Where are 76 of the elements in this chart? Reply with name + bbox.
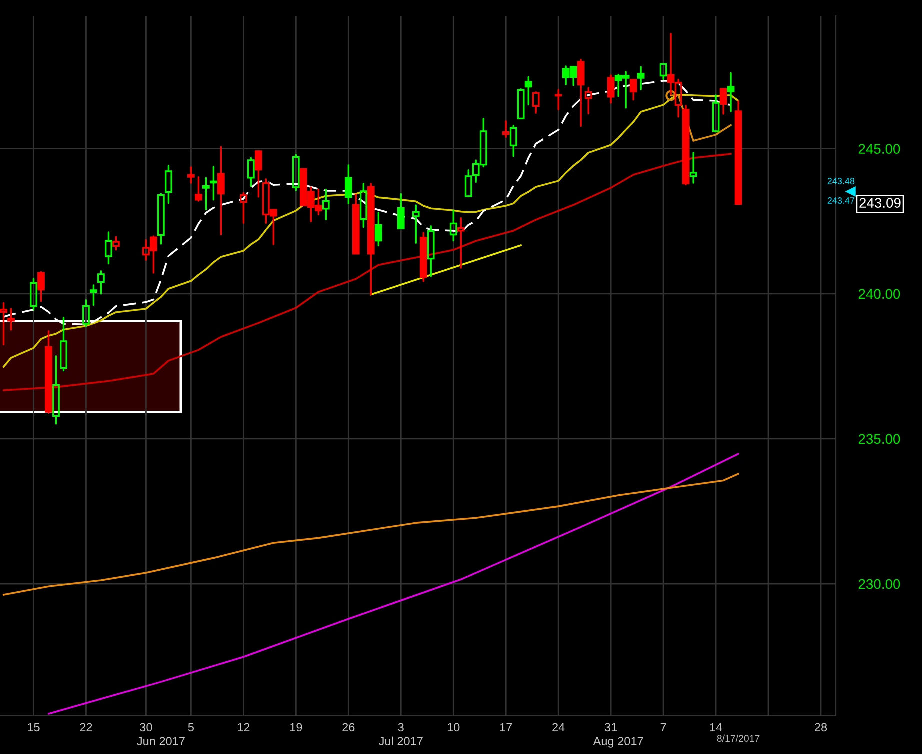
candlestick: [254, 150, 262, 198]
candlestick: [30, 278, 38, 311]
x-tick-label: 3: [398, 723, 404, 732]
candlestick: [218, 146, 225, 236]
candlestick: [457, 217, 465, 269]
candlestick: [584, 87, 592, 115]
x-tick-label: 15: [28, 723, 40, 732]
candlestick: [720, 88, 728, 115]
candlestick: [352, 194, 360, 255]
candlestick: [630, 79, 638, 101]
candlestick: [450, 210, 458, 242]
candlestick: [195, 176, 202, 202]
x-tick-label: 26: [342, 723, 355, 732]
candlestick: [52, 355, 60, 425]
candlestick: [165, 165, 172, 204]
x2-tick-label: Jul 2017: [379, 736, 423, 746]
candlestick: [607, 74, 615, 104]
candlestick: [38, 271, 45, 302]
candlestick: [367, 183, 375, 296]
x-tick-label: 31: [604, 723, 618, 732]
candlestick: [60, 317, 68, 372]
y-tick-label: 245.00: [858, 144, 900, 154]
line-series: [2, 473, 740, 596]
x-tick-label: 19: [290, 723, 302, 732]
candlestick: [240, 192, 248, 224]
x-tick-label: 5: [188, 723, 194, 732]
candlestick: [202, 177, 210, 211]
annotation: 243.48: [828, 178, 855, 184]
candlestick: [412, 204, 420, 244]
x-tick-label: 30: [140, 723, 152, 732]
candlestick: [660, 63, 668, 80]
candlestick: [734, 100, 742, 206]
y-tick-label: 235.00: [858, 434, 900, 444]
candlestick: [344, 164, 352, 205]
candlestick: [727, 72, 735, 112]
candlestick: [158, 193, 165, 245]
candlestick: [682, 105, 690, 186]
y-tick-label: 230.00: [858, 579, 900, 590]
x-tick-label: 28: [815, 723, 828, 732]
candlestick: [427, 225, 435, 278]
candlestick: [360, 183, 368, 228]
line-series: [48, 453, 740, 715]
annotation: 243.47: [828, 198, 855, 204]
text: 8/17/2017: [717, 734, 760, 742]
candlestick: [690, 152, 698, 184]
candlestick: [554, 89, 562, 111]
x-tick-label: 22: [80, 723, 92, 732]
candlestick: [322, 188, 330, 220]
candlestick: [712, 94, 720, 132]
candlestick: [374, 212, 382, 247]
line-series: [2, 153, 732, 392]
x2-tick-label: Jun 2017: [137, 737, 185, 746]
candlestick: [90, 284, 98, 306]
y-tick-label: 240.00: [858, 289, 900, 300]
candlestick: [8, 308, 15, 331]
x-tick-label: 14: [710, 723, 722, 732]
candlestick: [188, 166, 195, 184]
candlestick: [105, 232, 112, 265]
candlestick: [637, 66, 645, 91]
candlestick: [502, 120, 510, 138]
x-tick-label: 24: [552, 723, 565, 732]
x-tick-label: 10: [448, 723, 460, 732]
text: 243.09: [860, 198, 901, 208]
x-tick-label: 12: [238, 723, 250, 732]
x-tick-label: 17: [500, 723, 512, 732]
candlestick: [98, 270, 105, 295]
candlestick: [510, 125, 518, 158]
candlestick: [45, 330, 52, 414]
x-tick-label: 7: [660, 723, 666, 732]
candlestick: [524, 76, 532, 106]
candlestick: [577, 58, 585, 128]
candlestick: [0, 302, 8, 346]
x2-tick-label: Aug 2017: [593, 737, 644, 748]
candlestick: [247, 157, 255, 188]
candlestick: [397, 193, 405, 230]
candlestick: [210, 166, 218, 201]
